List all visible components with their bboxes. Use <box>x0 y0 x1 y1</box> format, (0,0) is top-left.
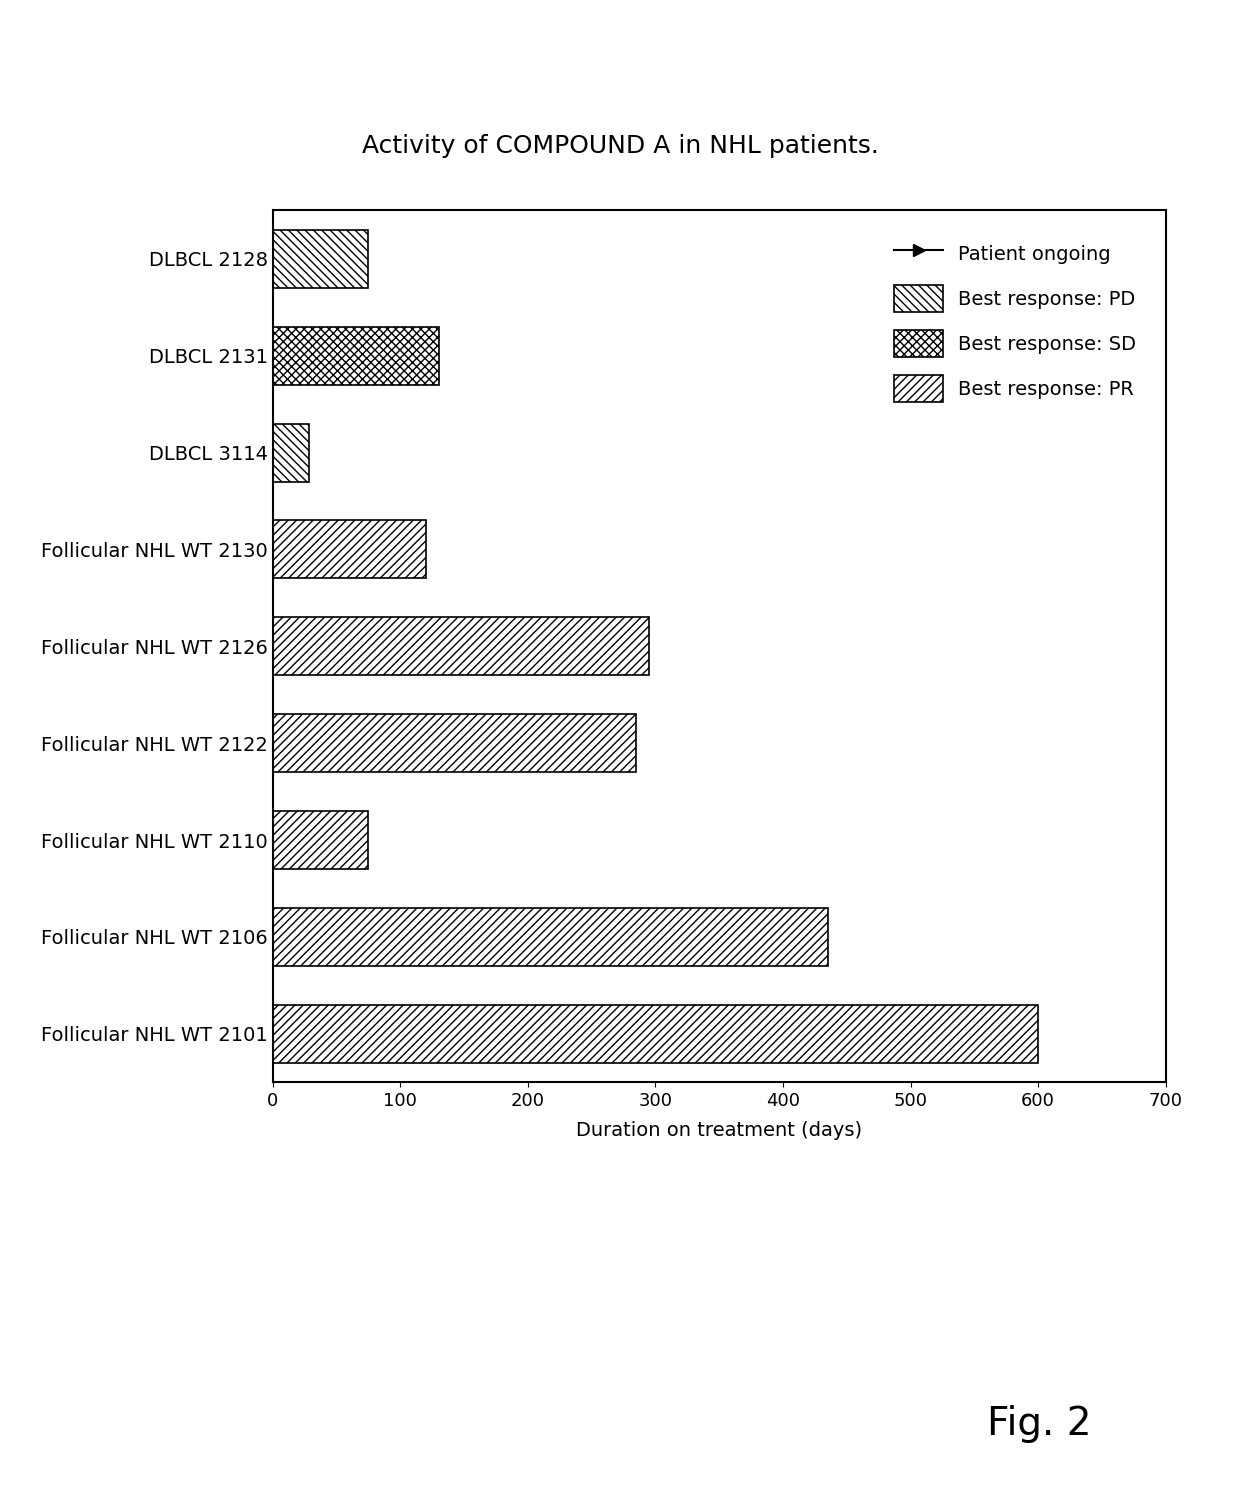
Text: Fig. 2: Fig. 2 <box>987 1405 1091 1443</box>
Legend: Patient ongoing, Best response: PD, Best response: SD, Best response: PR: Patient ongoing, Best response: PD, Best… <box>875 219 1156 421</box>
Bar <box>273 812 368 869</box>
Bar <box>273 230 368 289</box>
Bar <box>273 424 309 481</box>
Bar <box>273 618 649 675</box>
Bar <box>273 908 827 966</box>
Bar <box>273 714 636 773</box>
Bar <box>273 326 439 385</box>
Bar <box>273 1004 1038 1063</box>
Bar <box>273 520 425 579</box>
Text: Activity of COMPOUND A in NHL patients.: Activity of COMPOUND A in NHL patients. <box>362 134 878 158</box>
X-axis label: Duration on treatment (days): Duration on treatment (days) <box>577 1121 862 1139</box>
